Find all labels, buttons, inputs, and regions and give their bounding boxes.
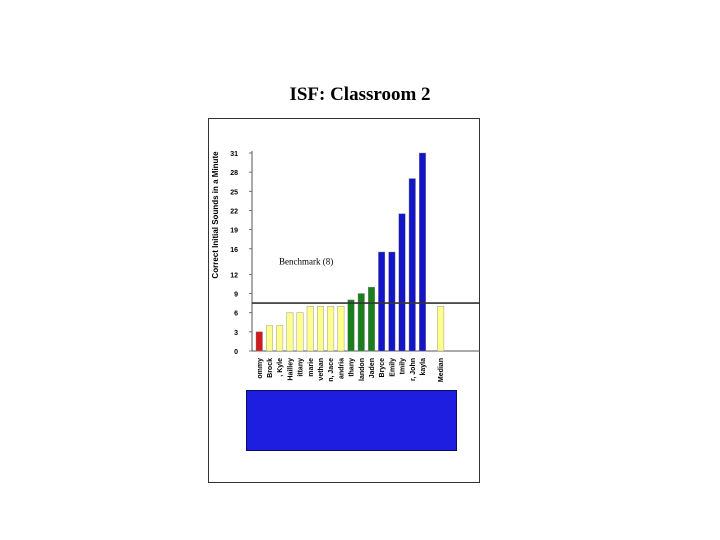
bar [255, 331, 263, 352]
x-tick-label: landon [359, 358, 366, 381]
benchmark: Benchmark (8) [252, 257, 480, 304]
bar [378, 251, 386, 352]
bar [388, 251, 396, 352]
y-tick-label: 28 [230, 170, 238, 177]
y-tick-label: 25 [230, 189, 238, 196]
x-tick-label: kayla [420, 358, 427, 376]
y-tick-labels: 0 3 6 9 12 16 19 22 25 28 31 [230, 151, 252, 356]
bar [398, 213, 406, 352]
y-tick-label: 3 [234, 330, 238, 337]
x-tick-label: marie [308, 358, 315, 377]
bar [357, 293, 365, 352]
bars [255, 152, 445, 352]
y-tick-label: 0 [234, 349, 238, 356]
y-tick-label: 16 [230, 247, 238, 254]
bar [306, 306, 314, 352]
bar [419, 152, 426, 352]
x-tick-label: ommy [257, 358, 264, 379]
y-axis-label: Correct Initial Sounds in a Minute [211, 151, 220, 279]
y-tick-label: 12 [230, 272, 238, 279]
y-tick-label: 31 [230, 151, 238, 158]
y-tick-label: 22 [230, 208, 238, 215]
y-tick-label: 19 [230, 228, 238, 235]
y-tick-label: 6 [234, 311, 238, 318]
bar [266, 325, 273, 352]
x-tick-label: andria [338, 358, 345, 379]
bar [437, 306, 445, 352]
x-tick-label: thany [349, 358, 356, 377]
blue-panel [246, 390, 457, 451]
x-tick-label: Bryce [379, 358, 386, 378]
x-tick-label: Emily [389, 358, 396, 377]
y-tick-label: 9 [234, 292, 238, 299]
bar [296, 312, 304, 352]
x-tick-label: Median [438, 358, 445, 382]
bar [408, 178, 416, 352]
bar [337, 306, 345, 352]
x-tick-label: r, John [410, 358, 417, 381]
bar [276, 325, 284, 352]
bar [317, 306, 324, 352]
x-tick-label: n, Jace [328, 358, 335, 382]
x-tick-label: Jaden [369, 358, 376, 378]
slide-title: ISF: Classroom 2 [289, 84, 431, 105]
x-tick-label: Brock [267, 358, 274, 378]
x-tick-label: ittany [298, 358, 305, 377]
bar [368, 286, 375, 352]
x-tick-label: , Kyle [277, 358, 284, 377]
y-axis-label-group: Correct Initial Sounds in a Minute [211, 151, 220, 279]
benchmark-label: Benchmark (8) [279, 257, 333, 267]
x-tick-label: tmily [400, 358, 407, 374]
bar [286, 312, 294, 352]
x-tick-label: vethan [318, 358, 325, 381]
chart-axes [251, 151, 480, 352]
bar [327, 306, 335, 352]
chart-frame [208, 118, 480, 483]
x-tick-labels: ommy Brock, Kyle Hailley ittany marie vethan n… [257, 358, 445, 382]
x-tick-label: Hailley [287, 358, 294, 381]
bar [347, 299, 355, 352]
